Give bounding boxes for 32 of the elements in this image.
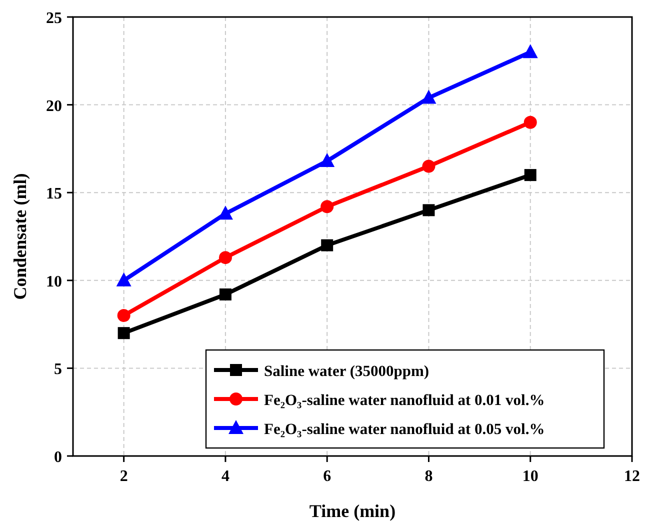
x-tick-label: 4: [221, 468, 230, 485]
point: [118, 327, 130, 340]
x-axis-title: Time (min): [309, 501, 396, 521]
point: [219, 288, 232, 300]
point: [320, 200, 334, 214]
y-tick-label: 15: [46, 186, 62, 203]
point: [422, 204, 435, 216]
point: [218, 206, 233, 220]
y-tick-label: 10: [46, 273, 62, 290]
x-tick-label: 10: [522, 468, 538, 485]
point: [524, 169, 536, 182]
point: [524, 116, 537, 129]
x-tick-label: 2: [120, 468, 128, 485]
x-tick-label: 8: [424, 468, 433, 485]
point: [117, 309, 130, 322]
y-tick-label: 5: [54, 361, 62, 378]
legend-label: Fe₂O₃-saline water nanofluid at 0.01 vol.%: [264, 392, 545, 409]
point: [421, 90, 436, 104]
y-tick-label: 25: [46, 10, 62, 27]
point: [422, 160, 436, 173]
x-tick-label: 6: [323, 468, 332, 485]
x-tick-label: 12: [624, 468, 640, 485]
y-tick-label: 0: [54, 449, 62, 466]
y-axis-title: Condensate (ml): [10, 173, 30, 300]
point: [320, 152, 335, 167]
point: [321, 239, 334, 252]
legend-label: Saline water (35000ppm): [264, 363, 430, 380]
point: [218, 251, 232, 264]
point: [116, 272, 132, 286]
legend-label: Fe₂O₃-saline water nanofluid at 0.05 vol.%: [264, 421, 545, 438]
point: [522, 44, 538, 58]
y-tick-label: 20: [46, 98, 62, 115]
